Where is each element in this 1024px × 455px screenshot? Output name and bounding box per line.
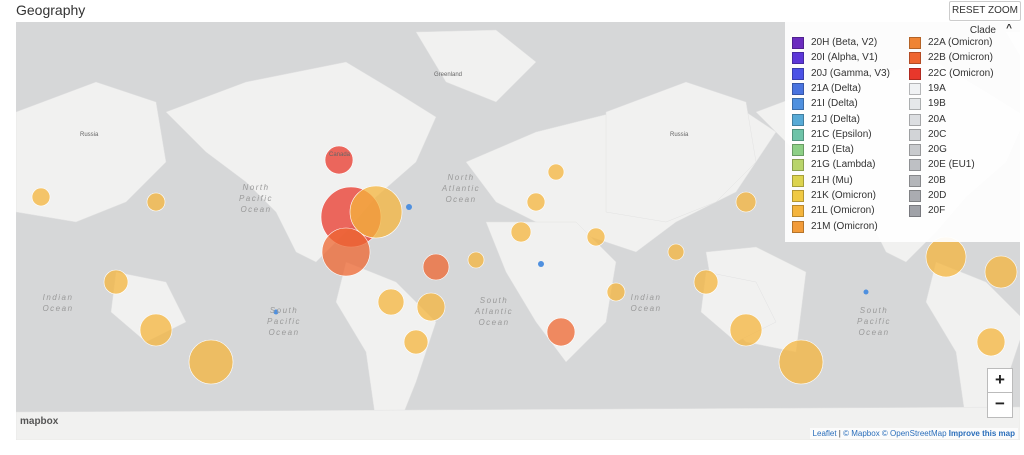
legend-swatch[interactable] (909, 82, 921, 95)
legend-label[interactable]: 22A (Omicron) (928, 37, 993, 48)
place-label: Canada (329, 152, 351, 158)
legend-label[interactable]: 20F (928, 205, 946, 217)
legend-label[interactable]: 22B (Omicron) (928, 52, 994, 64)
zoom-in[interactable]: + (987, 368, 1013, 394)
legend-label[interactable]: 20B (928, 174, 946, 186)
legend-swatch[interactable] (792, 190, 804, 202)
legend-swatch[interactable] (792, 205, 804, 218)
reset-zoom-button[interactable]: RESET ZOOM (949, 1, 1021, 21)
legend-label[interactable]: 21A (Delta) (811, 82, 862, 94)
place-label: Russia (670, 132, 689, 138)
legend-swatch[interactable] (909, 52, 921, 65)
leaflet-link[interactable]: Leaflet (812, 429, 837, 438)
legend-swatch[interactable] (909, 113, 921, 126)
legend-label[interactable]: 20A (928, 113, 946, 125)
legend-swatch[interactable] (909, 159, 921, 172)
ocean-label: Indian Ocean (42, 293, 74, 313)
legend-label[interactable]: 20G (928, 144, 947, 156)
legend-label[interactable]: 20I (Alpha, V1) (811, 52, 878, 64)
legend-swatch[interactable] (909, 98, 921, 111)
legend-swatch[interactable] (792, 128, 804, 141)
legend-swatch[interactable] (792, 113, 804, 126)
legend-swatch[interactable] (909, 205, 921, 218)
legend-label[interactable]: 20J (Gamma, V3) (811, 67, 890, 79)
legend-swatch[interactable] (792, 52, 804, 65)
legend-label[interactable]: 21J (Delta) (811, 113, 860, 125)
legend-swatch[interactable] (909, 128, 921, 141)
ocean-label: South Pacific Ocean (856, 306, 892, 337)
legend-label[interactable]: 21K (Omicron) (811, 190, 877, 201)
panel-title: Geography (16, 2, 86, 18)
legend-label[interactable]: 21G (Lambda) (811, 159, 876, 171)
improve-link[interactable]: Improve this map (948, 429, 1015, 438)
legend-title[interactable]: Clade (969, 25, 996, 36)
legend-swatch[interactable] (792, 220, 804, 233)
ocean-label: North Atlantic Ocean (441, 173, 481, 204)
legend-swatch[interactable] (792, 98, 804, 111)
legend-label[interactable]: 20E (EU1) (928, 159, 975, 171)
ocean-label: South Pacific Ocean (266, 306, 302, 337)
legend-label[interactable]: 20H (Beta, V2) (811, 37, 878, 48)
mapbox-link[interactable]: © Mapbox (843, 429, 880, 438)
ocean-label: Indian Ocean (630, 293, 662, 313)
ocean-label: South Atlantic Ocean (474, 296, 514, 327)
legend-label[interactable]: 21D (Eta) (811, 144, 854, 156)
legend-swatch[interactable] (909, 190, 921, 202)
legend-swatch[interactable] (792, 174, 804, 187)
legend-swatch[interactable] (792, 144, 804, 157)
legend-label[interactable]: 19A (928, 82, 946, 94)
legend-swatch[interactable] (909, 144, 921, 157)
legend-label[interactable]: 20D (928, 190, 947, 201)
attribution: Leaflet | © Mapbox © OpenStreetMap Impro… (809, 428, 1018, 439)
mapbox-logo[interactable]: mapbox (20, 416, 59, 427)
legend-swatch[interactable] (909, 67, 921, 80)
ocean-label: North Pacific Ocean (238, 183, 274, 214)
legend-swatch[interactable] (909, 37, 921, 49)
legend-label[interactable]: 21C (Epsilon) (811, 128, 872, 140)
legend-label[interactable]: 21H (Mu) (811, 174, 853, 186)
place-label: Greenland (434, 72, 463, 78)
zoom-out[interactable]: − (987, 392, 1013, 418)
legend-label[interactable]: 21I (Delta) (811, 98, 858, 110)
legend-label[interactable]: 20C (928, 128, 947, 140)
legend-swatch[interactable] (792, 82, 804, 95)
legend-label[interactable]: 19B (928, 98, 946, 110)
legend-swatch[interactable] (792, 67, 804, 80)
map-tiles (16, 29, 1020, 440)
legend: Clade ^ 20H (Beta, V2) 20I (Alpha, V1) 20J… (785, 22, 1020, 242)
legend-toggle[interactable]: ^ (1006, 23, 1012, 34)
legend-swatch[interactable] (792, 159, 804, 172)
legend-label[interactable]: 21M (Omicron) (811, 220, 878, 232)
osm-link[interactable]: © OpenStreetMap (881, 429, 947, 438)
legend-label[interactable]: 21L (Omicron) (811, 205, 875, 217)
place-label: Russia (80, 132, 99, 138)
legend-label[interactable]: 22C (Omicron) (928, 67, 994, 79)
legend-swatch[interactable] (909, 174, 921, 187)
legend-swatch[interactable] (792, 37, 804, 49)
